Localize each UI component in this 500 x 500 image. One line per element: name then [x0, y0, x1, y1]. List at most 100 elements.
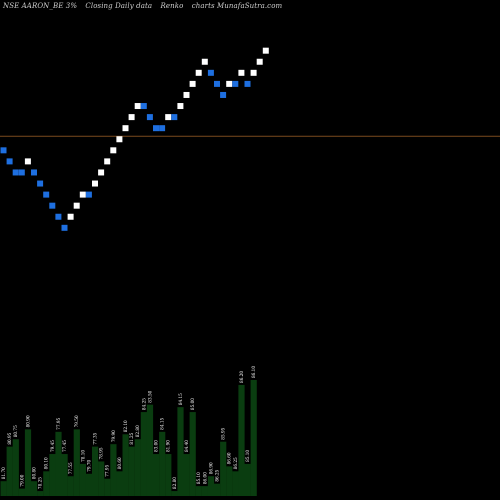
renko-brick-up [195, 69, 202, 76]
volume-bar [140, 412, 147, 496]
volume-bar [0, 481, 7, 496]
renko-brick-down [61, 224, 68, 231]
volume-bar [201, 486, 208, 496]
volume-label: 82.10 [123, 420, 128, 432]
renko-brick-down [159, 125, 166, 132]
renko-brick-up [238, 69, 245, 76]
volume-bar [177, 407, 184, 496]
renko-brick-up [134, 103, 141, 110]
volume-bar [98, 461, 105, 496]
volume-label: 79.50 [74, 415, 79, 427]
volume-label: 79.00 [19, 474, 24, 486]
renko-brick-up [256, 58, 263, 65]
renko-brick-down [171, 114, 178, 121]
symbol-label: NSE AARON_BE 3% [3, 2, 78, 10]
volume-label: 83.00 [154, 440, 159, 452]
volume-label: 79.45 [50, 440, 55, 452]
renko-brick-down [214, 80, 220, 87]
volume-label: 80.10 [44, 457, 49, 469]
volume-bar [37, 491, 44, 496]
renko-brick-up [122, 125, 129, 132]
renko-brick-up [67, 213, 74, 220]
volume-label: 80.95 [7, 432, 12, 444]
renko-brick-up [226, 80, 233, 87]
volume-label: 80.60 [117, 457, 122, 469]
renko-brick-up [73, 202, 80, 209]
chart-header: NSE AARON_BE 3% Closing Daily data Renko… [3, 2, 288, 10]
volume-bar [146, 404, 154, 496]
volume-label: 84.25 [141, 398, 146, 410]
renko-brick-down [85, 191, 92, 198]
volume-bar [244, 463, 251, 496]
volume-bar [55, 431, 62, 496]
volume-bar [250, 380, 257, 496]
volume-bar [12, 439, 19, 496]
renko-brick-up [79, 191, 86, 198]
renko-brick-down [0, 147, 7, 154]
volume-label: 80.90 [25, 415, 30, 427]
volume-label: 78.10 [80, 450, 85, 462]
volume-bar [122, 434, 129, 496]
volume-bar [165, 454, 172, 496]
volume-bar [85, 473, 93, 496]
volume-bar [195, 486, 202, 496]
volume-label: 77.95 [105, 464, 110, 476]
volume-label: 84.15 [160, 418, 165, 430]
volume-label: 85.10 [245, 450, 250, 462]
renko-brick-down [244, 80, 251, 87]
volume-bar [24, 429, 32, 496]
renko-brick-up [92, 180, 98, 187]
volume-label: 77.45 [62, 440, 67, 452]
volume-area [0, 380, 257, 496]
renko-brick-up [262, 47, 269, 54]
volume-label: 77.35 [93, 432, 98, 444]
volume-label: 81.70 [1, 467, 6, 479]
volume-bar [116, 471, 123, 496]
volume-label: 85.10 [196, 472, 201, 484]
renko-brick-up [165, 114, 172, 121]
volume-bar [159, 431, 166, 496]
volume-bar [92, 446, 99, 496]
volume-bar [43, 471, 50, 496]
volume-label: 79.90 [111, 430, 116, 442]
volume-label: 84.15 [178, 393, 183, 405]
renko-brick-up [116, 136, 123, 143]
renko-brick-up [98, 169, 105, 176]
volume-label: 81.90 [166, 440, 171, 452]
volume-bar [220, 441, 227, 496]
volume-label: 86.20 [239, 371, 244, 383]
volume-bar [110, 444, 117, 496]
renko-brick-down [12, 169, 19, 176]
renko-brick-down [146, 114, 153, 121]
closing-label: Closing Daily data [85, 2, 153, 10]
volume-bar [171, 491, 178, 496]
chart-type-label: Renko [160, 2, 184, 10]
volume-bar [79, 463, 86, 496]
volume-label: 86.25 [233, 457, 238, 469]
volume-label: 85.95 [221, 427, 226, 439]
renko-brick-down [153, 125, 159, 132]
volume-label: 81.25 [129, 432, 134, 444]
volume-bar [61, 454, 68, 496]
volume-label: 83.50 [147, 390, 152, 402]
volume-bar [207, 476, 215, 496]
volume-bar [238, 384, 245, 496]
volume-label: 79.70 [86, 459, 91, 471]
renko-brick-up [177, 103, 184, 110]
volume-label: 86.25 [215, 469, 220, 481]
renko-brick-down [37, 180, 44, 187]
volume-label: 86.10 [251, 366, 256, 378]
renko-brick-down [140, 103, 147, 110]
renko-brick-up [104, 158, 111, 165]
volume-label: 80.75 [13, 425, 18, 437]
renko-brick-down [31, 169, 37, 176]
renko-brick-up [183, 91, 190, 98]
volume-label: 78.25 [38, 477, 43, 489]
volume-bar [226, 466, 233, 496]
volume-label: 82.80 [172, 477, 177, 489]
volume-bar [232, 471, 239, 496]
renko-brick-up [24, 158, 31, 165]
volume-bar [134, 439, 141, 496]
volume-bar [189, 412, 196, 496]
